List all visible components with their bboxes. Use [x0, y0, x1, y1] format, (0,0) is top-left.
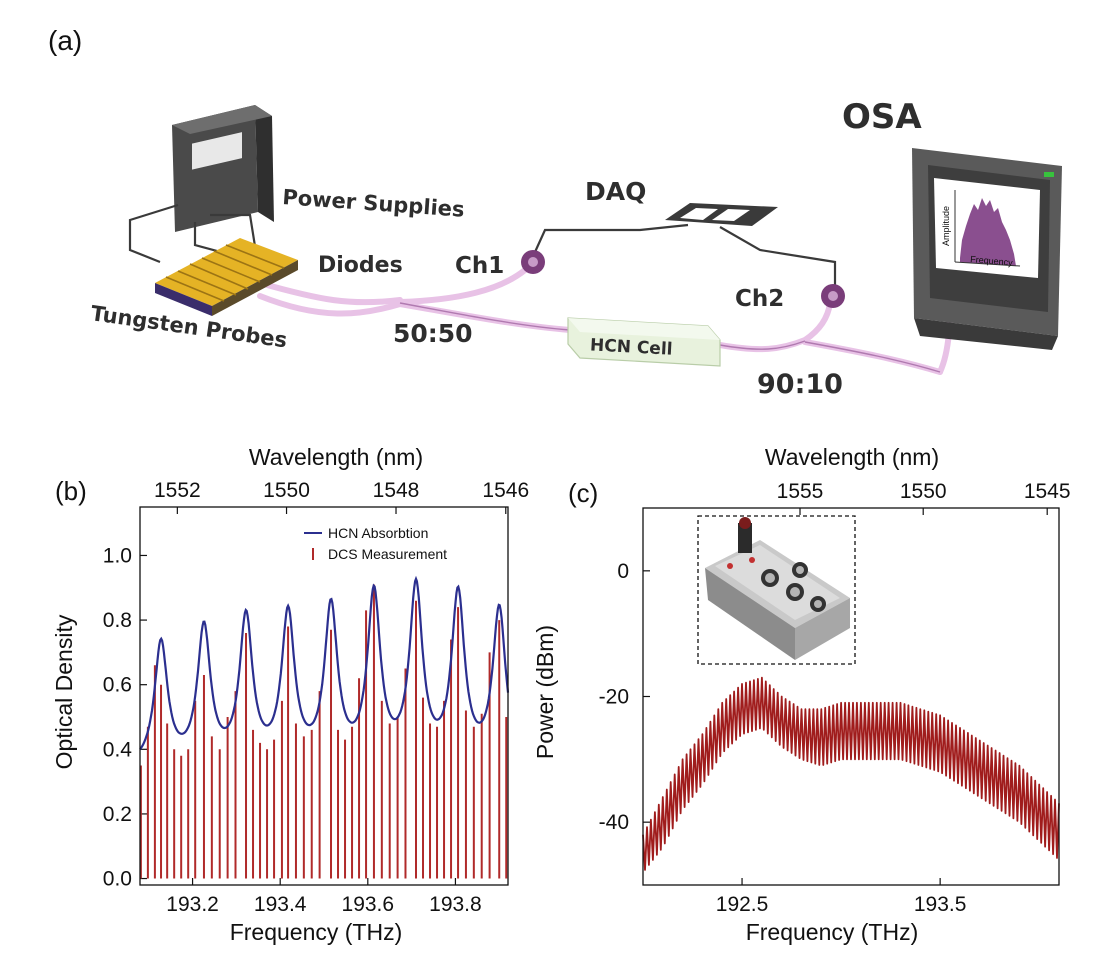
panel-c-top-tick-label: 1545	[1024, 480, 1071, 503]
hcn-cell-label: HCN Cell	[590, 335, 673, 359]
panel-c-x-tick-label: 193.5	[914, 893, 967, 916]
detector-ch2	[821, 284, 845, 308]
label-ch1: Ch1	[455, 253, 504, 279]
panel-c-x-axis-label: Frequency (THz)	[746, 919, 919, 945]
panel-c-y-tick-label: -40	[599, 811, 629, 834]
label-50-50: 50:50	[393, 319, 473, 348]
panel-c-y-tick-label: -20	[599, 686, 629, 709]
panel-b-top-tick-label: 1550	[263, 479, 310, 502]
panel-c-y-tick-label: 0	[617, 560, 629, 583]
panel-a: (a)	[48, 25, 1062, 400]
label-tungsten-probes: Tungsten Probes	[89, 301, 288, 352]
label-90-10: 90:10	[757, 369, 843, 400]
panel-b-plot-area	[139, 575, 510, 879]
panel-b-y-tick-label: 0.0	[103, 868, 132, 891]
panel-b-top-tick-label: 1546	[482, 479, 529, 502]
panel-c-ticks: 192.5 193.5 0 -20 -40 1555 1550 1545	[599, 480, 1071, 916]
panel-c-y-axis-label: Power (dBm)	[532, 625, 558, 759]
panel-b-y-axis-label: Optical Density	[51, 614, 77, 769]
osa-instrument: Amplitude Frequency	[912, 148, 1062, 350]
panel-b-top-tick-label: 1552	[154, 479, 201, 502]
label-ch2: Ch2	[735, 286, 784, 312]
legend-hcn-label: HCN Absorbtion	[328, 525, 428, 541]
hcn-absorption-line	[139, 575, 510, 751]
panel-b-y-tick-label: 0.4	[103, 738, 133, 761]
panel-b-x-tick-label: 193.8	[429, 893, 482, 916]
panel-c-frame	[642, 507, 1060, 886]
label-daq: DAQ	[585, 177, 646, 206]
panel-b-label: (b)	[55, 476, 87, 506]
diode-chip	[155, 238, 298, 316]
panel-b-x-tick-label: 193.4	[254, 893, 307, 916]
detector-ch1	[521, 250, 545, 274]
panel-b-y-tick-label: 0.2	[103, 803, 132, 826]
panel-b-frame	[139, 506, 509, 886]
panel-b-y-tick-label: 1.0	[103, 544, 132, 567]
panel-b-top-axis-label: Wavelength (nm)	[249, 444, 423, 470]
panel-b-top-tick-label: 1548	[373, 479, 420, 502]
fiber-cores	[399, 302, 941, 373]
panel-b-x-tick-label: 193.6	[342, 893, 395, 916]
panel-c: (c) Wavelength (nm) Frequency (THz) Powe…	[532, 444, 1071, 945]
osa-led	[1044, 172, 1054, 177]
device-photo	[705, 517, 850, 660]
panel-c-label: (c)	[568, 478, 598, 508]
legend-dcs-label: DCS Measurement	[328, 546, 447, 562]
panel-b: (b) Wavelength (nm) Frequency (THz) Opti…	[51, 444, 529, 945]
panel-c-plot-area	[642, 676, 1060, 871]
osa-screen-ylabel: Amplitude	[941, 206, 951, 246]
label-osa: OSA	[842, 97, 922, 137]
panel-b-legend: HCN Absorbtion DCS Measurement	[304, 525, 447, 562]
panel-b-y-tick-label: 0.6	[103, 674, 132, 697]
panel-b-ticks: 193.2 193.4 193.6 193.8 0.0 0.2 0.4 0.6 0.8 1.0 15…	[103, 479, 529, 916]
panel-c-top-tick-label: 1555	[777, 480, 824, 503]
comb-spectrum-line	[642, 676, 1060, 871]
panel-c-inset	[697, 515, 856, 665]
panel-b-x-tick-label: 193.2	[166, 893, 219, 916]
panel-b-x-axis-label: Frequency (THz)	[230, 919, 403, 945]
panel-c-top-axis-label: Wavelength (nm)	[765, 444, 939, 470]
panel-c-x-tick-label: 192.5	[716, 893, 769, 916]
daq-board	[533, 203, 837, 285]
label-diodes: Diodes	[318, 253, 403, 278]
osa-screen-spectrum	[960, 198, 1016, 266]
label-power-supplies: Power Supplies	[282, 185, 466, 222]
power-supply	[172, 105, 274, 232]
panel-a-label: (a)	[48, 25, 82, 56]
panel-b-y-tick-label: 0.8	[103, 609, 132, 632]
hcn-cell: HCN Cell	[567, 317, 721, 367]
osa-screen-xlabel: Frequency	[970, 254, 1014, 268]
panel-c-top-tick-label: 1550	[900, 480, 947, 503]
